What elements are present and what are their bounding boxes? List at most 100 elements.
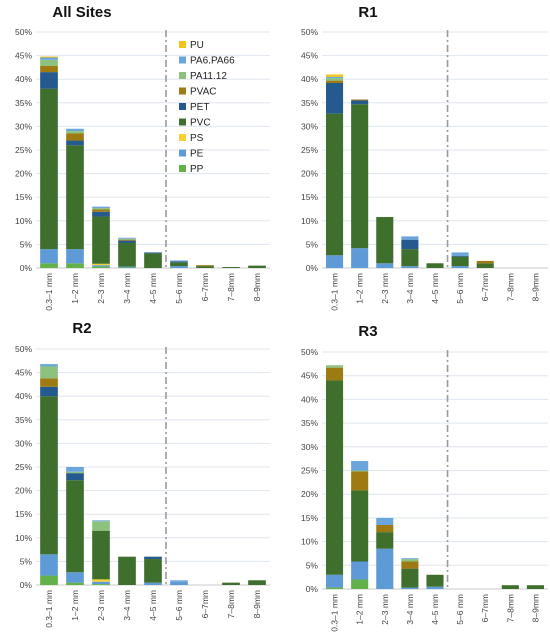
y-tick-label: 45% xyxy=(301,371,318,381)
bar-segment-pvac xyxy=(351,99,369,101)
legend-item: PA11.12 xyxy=(179,71,227,82)
y-tick-label: 20% xyxy=(301,169,318,179)
bar-segment-pa6-pa66 xyxy=(401,236,419,240)
bar-segment-pvc xyxy=(426,574,444,587)
y-tick-label: 10% xyxy=(301,216,318,226)
y-tick-label: 30% xyxy=(15,121,32,131)
x-tick-label: 5–6 mm xyxy=(455,594,465,625)
y-tick-label: 15% xyxy=(15,509,32,519)
y-tick-label: 40% xyxy=(15,391,32,401)
x-tick-label: 2–3 mm xyxy=(96,590,106,621)
bar-segment-pet xyxy=(144,252,162,254)
bar-segment-pet xyxy=(66,473,84,481)
bar-segment-pvc xyxy=(40,396,58,555)
bar-segment-pet xyxy=(401,239,419,250)
x-tick-label: 0.3–1 mm xyxy=(330,273,340,311)
bar-segment-pe xyxy=(118,266,136,268)
legend-swatch xyxy=(179,56,186,64)
bar-segment-pa6-pa66 xyxy=(170,580,188,582)
y-tick-label: 5% xyxy=(306,560,319,570)
x-tick-label: 3–4 mm xyxy=(405,273,415,304)
x-tick-label: 7–8mm xyxy=(226,590,236,618)
y-tick-label: 5% xyxy=(20,239,33,249)
bar-segment-pe xyxy=(426,586,444,589)
bar-segment-pvc xyxy=(476,263,494,268)
x-tick-label: 7–8mm xyxy=(505,273,515,301)
bar-segment-pp xyxy=(40,575,58,585)
bar-segment-pe xyxy=(326,574,344,588)
y-tick-label: 50% xyxy=(301,347,318,357)
bar-segment-pp xyxy=(92,584,110,585)
x-tick-label: 1–2 mm xyxy=(70,590,80,621)
bar-segment-pa6-pa66 xyxy=(401,558,419,560)
legend-swatch xyxy=(179,103,186,110)
bar-segment-pvc xyxy=(222,267,240,268)
legend-item: PA6.PA66 xyxy=(179,56,235,67)
bar-segment-pvc xyxy=(401,568,419,588)
bar-segment-pp xyxy=(351,579,369,589)
x-tick-label: 3–4 mm xyxy=(122,590,132,621)
bar-segment-pa11-12 xyxy=(401,559,419,562)
x-tick-label: 7–8mm xyxy=(505,594,515,622)
bar-segment-pvc xyxy=(326,113,344,256)
bar-segment-pvac xyxy=(326,80,344,83)
bar-segment-pe xyxy=(170,266,188,268)
bar-segment-pe xyxy=(66,249,84,264)
bar-segment-pa6-pa66 xyxy=(40,57,58,60)
bar-segment-pvc xyxy=(144,253,162,268)
bar-segment-pe xyxy=(351,561,369,580)
x-tick-label: 7–8mm xyxy=(226,273,236,301)
bar-segment-pe xyxy=(40,554,58,576)
bar-segment-pa6-pa66 xyxy=(326,76,344,79)
legend-swatch xyxy=(179,87,186,95)
bar-segment-pa6-pa66 xyxy=(92,520,110,522)
bar-segment-pvac xyxy=(40,378,58,387)
x-tick-label: 5–6 mm xyxy=(174,590,184,621)
y-tick-label: 0% xyxy=(20,580,33,590)
bar-segment-pe xyxy=(451,266,469,268)
bar-segment-ps xyxy=(92,579,110,582)
bar-segment-pet xyxy=(40,386,58,397)
y-tick-label: 35% xyxy=(15,415,32,425)
x-tick-label: 4–5 mm xyxy=(430,594,440,625)
legend-label: PA6.PA66 xyxy=(190,56,235,67)
legend: PU PA6.PA66 PA11.12 PVAC PET PVC PS PE PP xyxy=(179,40,235,175)
x-tick-label: 3–4 mm xyxy=(122,273,132,304)
bar-segment-pet xyxy=(40,72,58,89)
bar-segment-pvc xyxy=(170,262,188,267)
y-tick-label: 25% xyxy=(301,466,318,476)
x-tick-label: 6–7mm xyxy=(480,273,490,301)
bar-segment-pe xyxy=(376,548,394,589)
bar-segment-pp xyxy=(92,266,110,268)
bar-segment-pvc xyxy=(376,532,394,549)
bar-segment-pvc xyxy=(196,266,214,268)
y-tick-label: 50% xyxy=(301,27,318,37)
bar-segment-pa11-12 xyxy=(92,521,110,531)
y-tick-label: 40% xyxy=(301,74,318,84)
legend-swatch xyxy=(179,134,186,141)
bar-segment-pvc xyxy=(451,256,469,267)
bar-segment-pvc xyxy=(351,104,369,249)
legend-swatch xyxy=(179,118,186,126)
x-tick-label: 8–9mm xyxy=(252,273,262,301)
bar-segment-pp xyxy=(40,263,58,268)
bar-segment-pet xyxy=(66,140,84,146)
bar-segment-pa11-12 xyxy=(92,208,110,210)
bar-segment-pe xyxy=(66,572,84,583)
bar-segment-pet xyxy=(351,100,369,105)
legend-label: PU xyxy=(190,40,204,51)
y-tick-label: 30% xyxy=(15,438,32,448)
bar-segment-pa6-pa66 xyxy=(66,467,84,472)
chart-panel-2: 0% 5% 10% 15% 20% 25% 30% 35% 40% 45% 50% 0.3–1 mm 1… xyxy=(301,4,548,311)
y-tick-label: 35% xyxy=(301,98,318,108)
bar-segment-pp xyxy=(326,587,344,589)
bar-segment-pa6-pa66 xyxy=(118,237,136,239)
y-tick-label: 15% xyxy=(301,513,318,523)
legend-item: PET xyxy=(179,102,209,113)
bar-segment-pvac xyxy=(401,561,419,569)
legend-label: PVAC xyxy=(190,87,217,98)
bar-segment-pe xyxy=(144,582,162,585)
legend-label: PVC xyxy=(190,118,211,129)
y-tick-label: 15% xyxy=(15,192,32,202)
x-tick-label: 6–7mm xyxy=(200,273,210,301)
